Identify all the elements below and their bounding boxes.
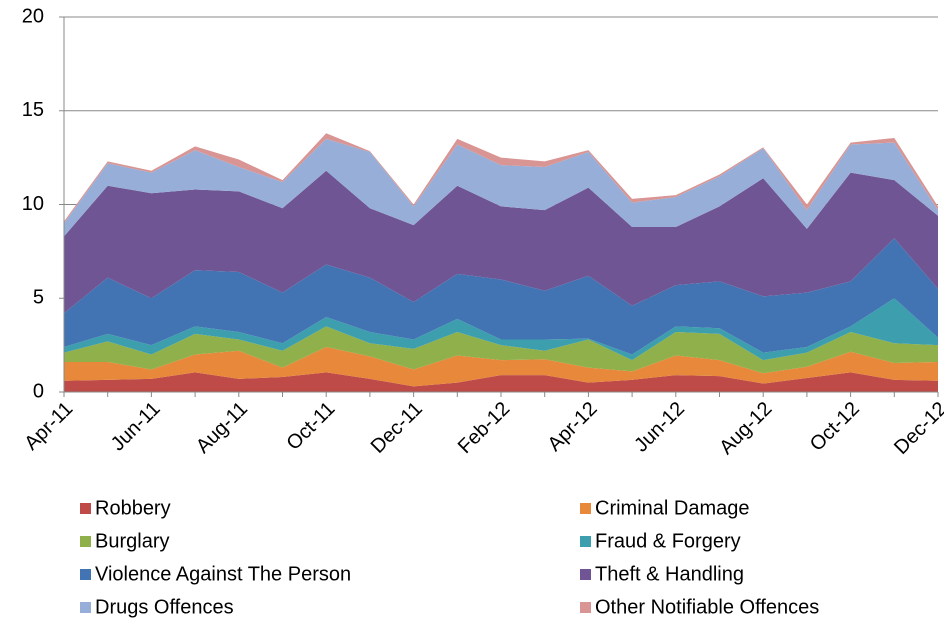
x-tick-label: Jun-12	[630, 398, 689, 457]
legend-swatch	[580, 503, 591, 514]
x-tick-label: Apr-11	[20, 398, 77, 455]
legend-label: Fraud & Forgery	[595, 530, 741, 552]
legend-swatch	[80, 569, 91, 580]
legend-label: Drugs Offences	[95, 596, 234, 618]
y-tick-label: 15	[22, 99, 44, 121]
legend-swatch	[80, 602, 91, 613]
legend-swatch	[580, 602, 591, 613]
area	[64, 138, 938, 237]
y-tick-label: 5	[33, 287, 44, 309]
x-tick-label: Oct-12	[806, 398, 864, 456]
x-tick-label: Oct-11	[283, 398, 340, 455]
legend-label: Burglary	[95, 530, 169, 552]
area	[64, 238, 938, 355]
area	[64, 298, 938, 361]
legend-swatch	[580, 569, 591, 580]
x-tick-label: Aug-12	[715, 398, 776, 459]
legend-swatch	[80, 536, 91, 547]
legend-swatch	[80, 503, 91, 514]
x-tick-label: Aug-11	[192, 398, 252, 458]
x-tick-label: Feb-12	[454, 398, 514, 458]
x-tick-label: Jun-11	[107, 398, 165, 456]
y-tick-label: 10	[22, 193, 44, 215]
x-tick-label: Dec-11	[367, 398, 427, 458]
legend-label: Theft & Handling	[595, 563, 744, 585]
x-tick-label: Dec-12	[890, 398, 944, 459]
x-tick-label: Apr-12	[544, 398, 602, 456]
legend-label: Violence Against The Person	[95, 563, 351, 585]
legend-swatch	[580, 536, 591, 547]
y-tick-label: 0	[33, 380, 44, 402]
legend-label: Robbery	[95, 497, 171, 519]
y-tick-label: 20	[22, 5, 44, 27]
legend-label: Criminal Damage	[595, 497, 750, 519]
area	[64, 372, 938, 392]
area	[64, 347, 938, 387]
legend-label: Other Notifiable Offences	[595, 596, 819, 618]
area	[64, 326, 938, 374]
